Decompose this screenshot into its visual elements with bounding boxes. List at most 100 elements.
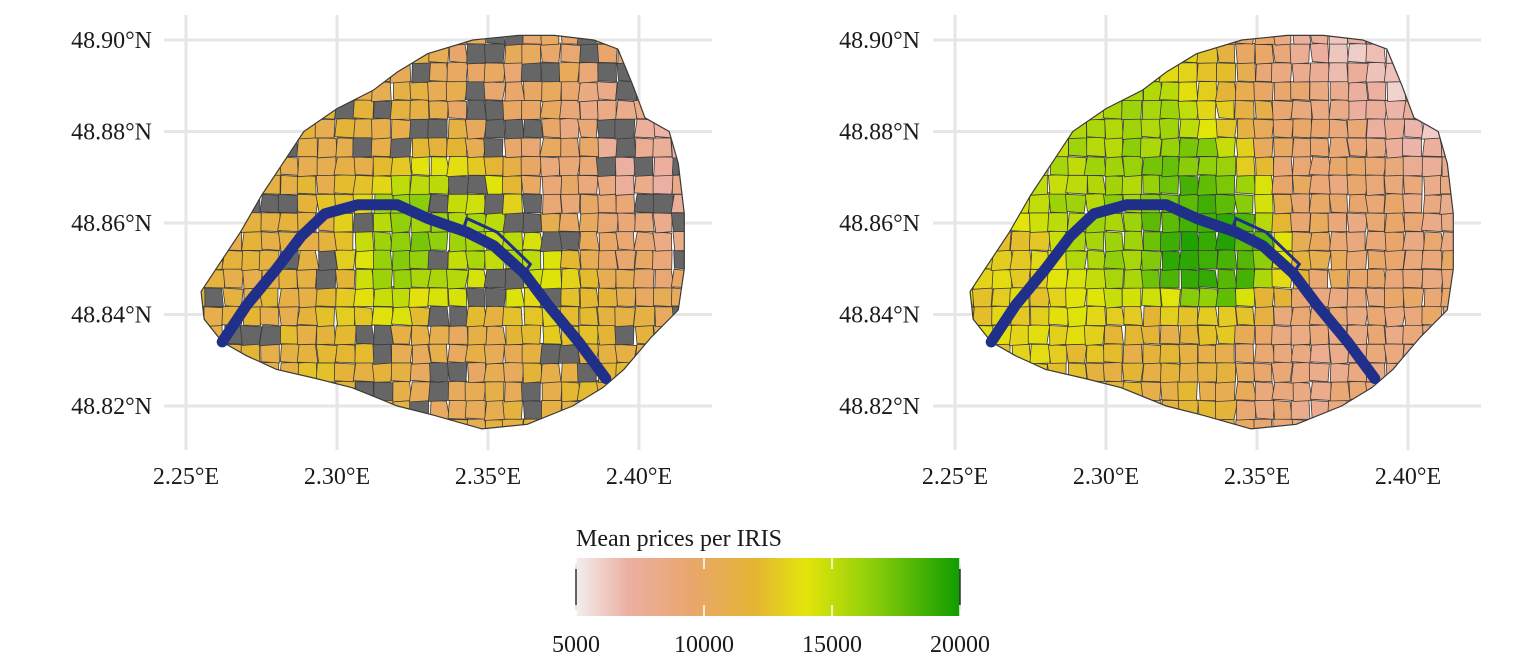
iris-cell bbox=[1328, 42, 1349, 64]
iris-cell bbox=[634, 212, 655, 233]
iris-cell bbox=[990, 381, 1011, 402]
iris-cell bbox=[277, 418, 300, 429]
iris-cell bbox=[1104, 154, 1126, 177]
iris-cell bbox=[1328, 118, 1349, 139]
iris-cell bbox=[353, 118, 375, 139]
iris-cell bbox=[1459, 25, 1481, 45]
iris-cell bbox=[670, 99, 685, 121]
iris-cell bbox=[560, 173, 581, 195]
iris-cell bbox=[1254, 399, 1275, 420]
iris-cell bbox=[202, 249, 224, 272]
iris-cell bbox=[1346, 35, 1367, 45]
iris-cell bbox=[502, 212, 526, 233]
iris-cell bbox=[445, 136, 469, 158]
iris-cell bbox=[373, 231, 393, 251]
iris-cell bbox=[392, 380, 413, 403]
paris-border bbox=[969, 34, 1454, 430]
iris-cell bbox=[671, 324, 685, 345]
iris-cell bbox=[1309, 42, 1330, 64]
iris-cell bbox=[671, 79, 685, 102]
iris-cell bbox=[484, 398, 506, 421]
iris-cell bbox=[1084, 43, 1105, 64]
iris-cell bbox=[1086, 118, 1106, 139]
iris-cell bbox=[970, 81, 977, 101]
iris-cell bbox=[1216, 35, 1236, 46]
iris-cell bbox=[615, 192, 636, 214]
iris-cell bbox=[579, 98, 599, 120]
iris-cell bbox=[278, 99, 299, 120]
iris-cell bbox=[1086, 286, 1107, 308]
iris-cell bbox=[409, 118, 431, 139]
iris-cell bbox=[1235, 306, 1255, 326]
iris-cell bbox=[1158, 117, 1180, 140]
iris-cell bbox=[576, 418, 597, 429]
iris-cell bbox=[1047, 99, 1068, 120]
iris-cell bbox=[1327, 212, 1348, 233]
iris-cell bbox=[672, 230, 685, 252]
iris-cell bbox=[409, 81, 431, 101]
iris-cell bbox=[1214, 193, 1237, 215]
iris-cell bbox=[202, 81, 226, 102]
iris-cell bbox=[1421, 62, 1444, 83]
iris-cell bbox=[559, 99, 581, 120]
iris-cell bbox=[579, 287, 600, 309]
iris-cell bbox=[1459, 63, 1481, 83]
iris-cell bbox=[1214, 136, 1236, 158]
iris-cell bbox=[1140, 35, 1164, 46]
iris-cell bbox=[204, 118, 226, 139]
iris-cell bbox=[1161, 249, 1182, 272]
iris-cell bbox=[1273, 137, 1294, 158]
iris-cell bbox=[971, 418, 994, 429]
iris-cell bbox=[204, 268, 226, 289]
iris-cell bbox=[335, 400, 357, 421]
iris-cell bbox=[1403, 305, 1425, 326]
x-tick-label: 2.25°E bbox=[922, 464, 988, 490]
iris-cell bbox=[1421, 418, 1444, 429]
iris-cell bbox=[1159, 418, 1181, 429]
iris-cell bbox=[670, 268, 685, 289]
iris-cell bbox=[277, 42, 298, 64]
iris-cell bbox=[1065, 342, 1088, 364]
iris-cell bbox=[1159, 287, 1181, 308]
iris-cell bbox=[1065, 267, 1088, 289]
iris-cell bbox=[1462, 287, 1481, 307]
iris-cell bbox=[201, 174, 207, 195]
iris-cell bbox=[1160, 43, 1180, 64]
iris-cell bbox=[242, 398, 262, 420]
iris-cell bbox=[334, 362, 356, 383]
iris-cell bbox=[615, 136, 637, 158]
iris-cell bbox=[1234, 381, 1257, 401]
iris-cell bbox=[1365, 230, 1387, 251]
iris-cell bbox=[1197, 231, 1219, 251]
iris-cell bbox=[673, 249, 685, 270]
iris-cell bbox=[1215, 343, 1235, 364]
iris-cell bbox=[653, 400, 675, 420]
iris-cell bbox=[690, 63, 712, 83]
iris-cell bbox=[1028, 212, 1050, 233]
iris-cell bbox=[1141, 361, 1164, 383]
iris-cell bbox=[1366, 324, 1387, 345]
iris-cell bbox=[1178, 137, 1200, 158]
iris-cell bbox=[371, 117, 391, 140]
x-tick-label: 2.25°E bbox=[153, 464, 219, 490]
iris-cell bbox=[1423, 81, 1443, 101]
iris-cell bbox=[259, 361, 280, 384]
iris-cell bbox=[1103, 325, 1124, 345]
iris-cell bbox=[1386, 398, 1407, 421]
iris-cell bbox=[316, 62, 339, 83]
iris-cell bbox=[1423, 231, 1445, 251]
iris-cell bbox=[1084, 229, 1104, 251]
iris-cell bbox=[409, 249, 432, 270]
iris-cell bbox=[559, 117, 580, 139]
iris-cell bbox=[972, 155, 993, 176]
iris-cell bbox=[201, 62, 205, 83]
iris-cell bbox=[1384, 268, 1406, 289]
iris-cell bbox=[970, 62, 974, 83]
iris-cell bbox=[991, 268, 1013, 290]
iris-cell bbox=[1029, 400, 1050, 420]
iris-cell bbox=[653, 323, 676, 345]
iris-cell bbox=[577, 81, 600, 103]
iris-cell bbox=[1235, 154, 1256, 177]
iris-cell bbox=[447, 99, 467, 120]
iris-cell bbox=[1085, 362, 1105, 383]
